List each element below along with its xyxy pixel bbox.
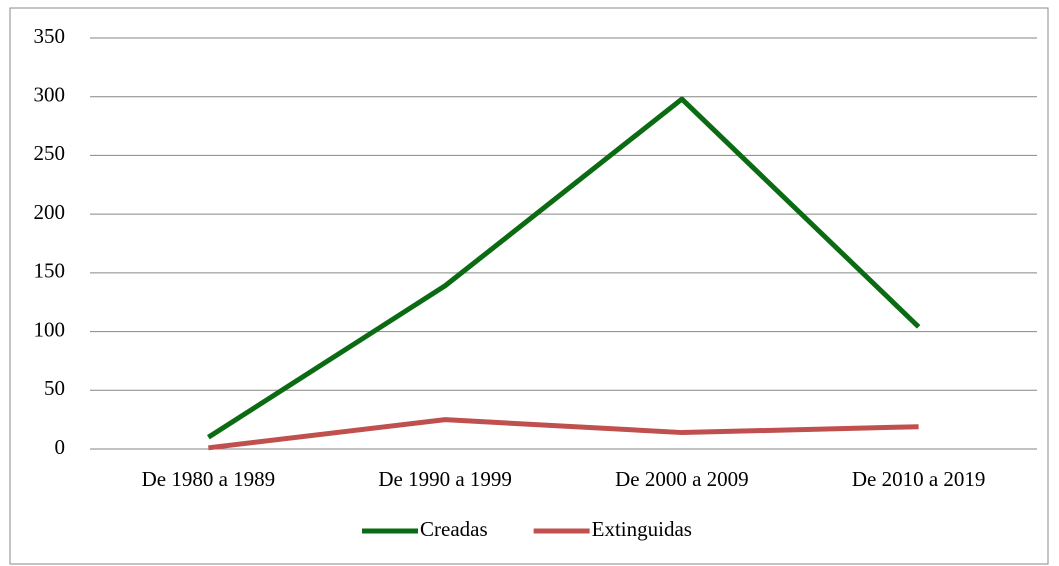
y-tick-label: 150 xyxy=(34,259,66,283)
line-series xyxy=(207,96,921,440)
legend-label: Extinguidas xyxy=(592,517,692,541)
x-tick-label: De 2010 a 2019 xyxy=(852,467,986,491)
y-tick-label: 200 xyxy=(34,200,66,224)
y-tick-label: 300 xyxy=(34,83,66,107)
y-tick-label: 250 xyxy=(34,141,66,165)
x-tick-label: De 1980 a 1989 xyxy=(142,467,276,491)
y-tick-label: 0 xyxy=(55,435,66,459)
line-series xyxy=(208,417,919,451)
x-tick-label: De 2000 a 2009 xyxy=(615,467,749,491)
legend-label: Creadas xyxy=(420,517,488,541)
y-tick-label: 50 xyxy=(44,376,65,400)
x-tick-label: De 1990 a 1999 xyxy=(378,467,512,491)
y-tick-label: 350 xyxy=(34,24,66,48)
y-tick-label: 100 xyxy=(34,317,66,341)
